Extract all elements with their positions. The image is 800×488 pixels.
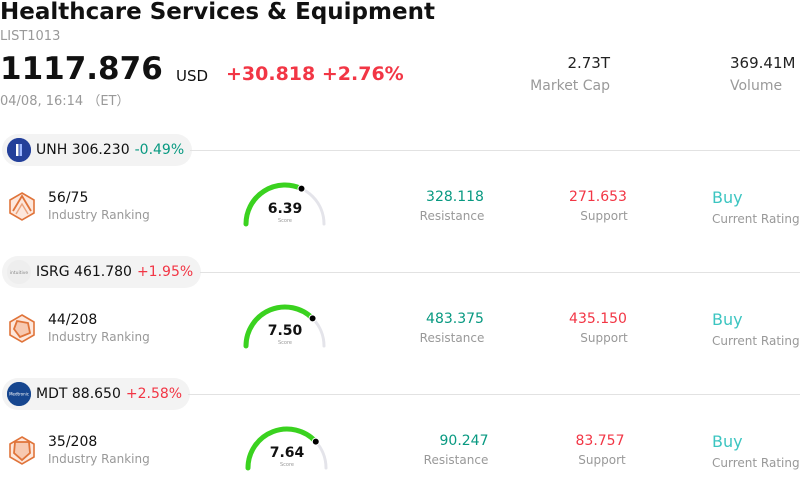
stock-pill-mdt[interactable]: Medtronic MDT 88.650 +2.58%	[2, 378, 191, 410]
svg-text:intuitive: intuitive	[10, 270, 29, 276]
list-code: LIST1013	[0, 29, 61, 44]
score-label: Score	[279, 462, 294, 468]
score-gauge	[243, 304, 326, 349]
intuitive-logo-icon: intuitive	[7, 260, 31, 284]
rating-value[interactable]: Buy	[712, 310, 743, 329]
currency-label: USD	[176, 67, 209, 85]
stock-price: 88.650	[71, 386, 121, 402]
score-value: 7.50	[267, 323, 303, 339]
stock-change: +1.95%	[136, 264, 194, 280]
industry-rank: 44/208	[48, 312, 98, 328]
gauge-marker	[308, 314, 317, 323]
rating-value[interactable]: Buy	[712, 432, 743, 451]
medtronic-logo-icon: Medtronic	[7, 382, 31, 406]
support-value: 83.757	[575, 433, 625, 449]
resistance-value: 90.247	[439, 433, 489, 449]
gauge-marker	[297, 184, 306, 193]
divider	[200, 272, 800, 273]
volume-label: Volume	[730, 78, 783, 94]
volume-value: 369.41M	[730, 54, 796, 72]
svg-text:Medtronic: Medtronic	[9, 392, 29, 397]
gauge-fill	[243, 304, 316, 349]
resistance-label: Resistance	[423, 453, 489, 467]
rating-label: Current Rating	[712, 456, 800, 470]
divider	[188, 394, 800, 395]
resistance-label: Resistance	[419, 209, 485, 223]
gauge-fill	[243, 182, 304, 227]
support-value: 435.150	[569, 311, 627, 327]
market-cap-label: Market Cap	[530, 78, 610, 94]
industry-rank-label: Industry Ranking	[48, 330, 150, 344]
rating-label: Current Rating	[712, 212, 800, 226]
stock-price: 461.780	[74, 264, 132, 280]
score-gauge	[245, 426, 328, 471]
industry-ranking-icon	[9, 314, 35, 343]
score-label: Score	[277, 340, 292, 346]
industry-ranking-icon	[9, 436, 35, 465]
unitedhealth-logo-icon	[7, 138, 31, 162]
index-change: +30.818 +2.76%	[226, 63, 404, 85]
resistance-label: Resistance	[419, 331, 485, 345]
market-cap-value: 2.73T	[567, 54, 610, 72]
support-label: Support	[578, 453, 626, 467]
support-label: Support	[580, 209, 628, 223]
divider	[190, 150, 800, 151]
change-value: +30.818	[226, 63, 316, 85]
resistance-value: 483.375	[426, 311, 484, 327]
industry-rank-label: Industry Ranking	[48, 452, 150, 466]
industry-rank-label: Industry Ranking	[48, 208, 150, 222]
stock-ticker: UNH	[36, 142, 68, 158]
index-price: 1117.876	[0, 51, 163, 87]
page-title: Healthcare Services & Equipment	[0, 0, 435, 25]
industry-rank: 56/75	[48, 190, 89, 206]
score-label: Score	[277, 218, 292, 224]
timestamp: 04/08, 16:14 （ET）	[0, 94, 130, 109]
score-value: 7.64	[269, 445, 305, 461]
rating-value[interactable]: Buy	[712, 188, 743, 207]
rating-label: Current Rating	[712, 334, 800, 348]
stock-ticker: ISRG	[36, 264, 70, 280]
stock-change: +2.58%	[125, 386, 183, 402]
support-value: 271.653	[569, 189, 627, 205]
stock-ticker: MDT	[36, 386, 68, 402]
change-percent: +2.76%	[321, 63, 404, 85]
industry-rank: 35/208	[48, 434, 98, 450]
stock-change: -0.49%	[134, 142, 185, 158]
gauge-fill	[245, 426, 319, 471]
score-value: 6.39	[267, 201, 303, 217]
resistance-value: 328.118	[426, 189, 484, 205]
stock-price: 306.230	[71, 142, 130, 158]
industry-ranking-icon	[9, 192, 35, 221]
stock-pill-unh[interactable]: UNH 306.230 -0.49%	[2, 134, 193, 166]
stock-pill-isrg[interactable]: intuitive ISRG 461.780 +1.95%	[2, 256, 202, 288]
score-gauge	[243, 182, 326, 227]
support-label: Support	[580, 331, 628, 345]
gauge-marker	[311, 437, 320, 446]
